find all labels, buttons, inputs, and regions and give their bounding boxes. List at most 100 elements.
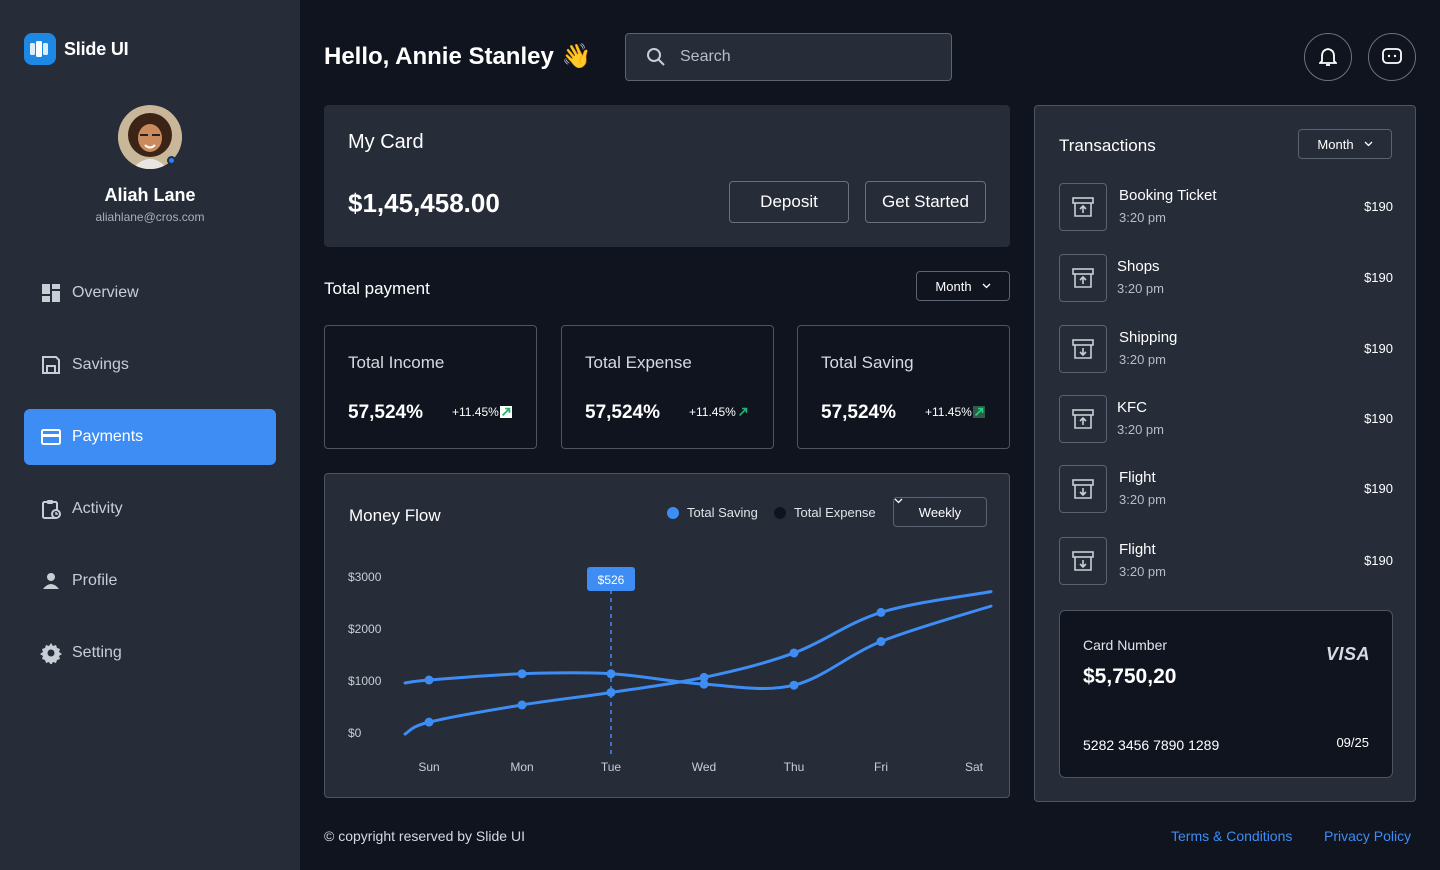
money-flow-panel: Money Flow Total Saving Total Expense We…	[324, 473, 1010, 798]
transaction-time: 3:20 pm	[1119, 352, 1166, 367]
archive-upload-icon	[1059, 395, 1107, 443]
total-payment-period-select[interactable]: Month	[916, 271, 1010, 301]
bank-card[interactable]: Card Number $5,750,20 VISA 5282 3456 789…	[1059, 610, 1393, 778]
stat-change: +11.45%	[452, 405, 512, 419]
sidebar-item-setting[interactable]: Setting	[24, 625, 276, 681]
transaction-name: Booking Ticket	[1119, 187, 1217, 204]
sidebar-nav: Overview Savings Payments Activity Profi…	[24, 265, 276, 697]
x-tick-label: Sun	[418, 760, 439, 774]
transaction-name: KFC	[1117, 399, 1147, 416]
transaction-amount: $190	[1364, 199, 1393, 214]
transaction-item[interactable]: KFC 3:20 pm $190	[1059, 395, 1393, 443]
brand-logo-icon	[24, 33, 56, 65]
x-tick-label: Fri	[874, 760, 888, 774]
avatar[interactable]	[118, 105, 182, 169]
stat-change: +11.45%	[689, 405, 749, 419]
money-flow-period-select[interactable]: Weekly	[893, 497, 987, 527]
sidebar-item-label: Profile	[72, 572, 118, 589]
period-value: Month	[1317, 136, 1354, 152]
data-point-total-expense	[876, 637, 886, 647]
stat-card-expense[interactable]: Total Expense 57,524% +11.45%	[561, 325, 774, 449]
transaction-item[interactable]: Flight 3:20 pm $190	[1059, 465, 1393, 513]
transactions-title: Transactions	[1059, 136, 1156, 155]
sidebar-item-profile[interactable]: Profile	[24, 553, 276, 609]
notifications-button[interactable]	[1304, 33, 1352, 81]
online-status-dot	[167, 156, 176, 165]
stat-change-text: +11.45%	[925, 405, 972, 419]
overview-icon	[42, 284, 60, 302]
transaction-item[interactable]: Shipping 3:20 pm $190	[1059, 325, 1393, 373]
period-value: Weekly	[918, 504, 962, 520]
transaction-item[interactable]: Booking Ticket 3:20 pm $190	[1059, 183, 1393, 231]
card-number-label: Card Number	[1083, 637, 1168, 653]
greeting-text: Hello, Annie Stanley	[324, 42, 554, 70]
sidebar-item-overview[interactable]: Overview	[24, 265, 276, 321]
transaction-time: 3:20 pm	[1119, 210, 1166, 225]
stat-label: Total Expense	[585, 353, 692, 372]
tooltip-box	[587, 567, 635, 591]
tooltip-label: $526	[598, 573, 625, 587]
stat-value: 57,524%	[821, 402, 897, 423]
money-flow-title: Money Flow	[349, 506, 441, 525]
x-tick-label: Sat	[965, 760, 984, 774]
chevron-down-icon	[1364, 141, 1373, 147]
card-balance: $5,750,20	[1083, 665, 1177, 688]
money-flow-chart[interactable]: $3000 $2000 $1000 $0 Sun Mon Tue Wed Thu Fri Sat $5…	[325, 474, 1011, 799]
transactions-panel: Transactions Month Booking Ticket 3:20 p…	[1034, 105, 1416, 802]
privacy-link[interactable]: Privacy Policy	[1324, 828, 1412, 844]
user-name: Aliah Lane	[104, 185, 196, 205]
transactions-period-select[interactable]: Month	[1298, 129, 1392, 159]
data-point-total-saving	[876, 607, 886, 617]
chevron-down-icon	[982, 283, 991, 289]
legend-label: Total Expense	[794, 505, 876, 520]
transaction-item[interactable]: Flight 3:20 pm $190	[1059, 537, 1393, 585]
deposit-button[interactable]: Deposit	[729, 181, 849, 223]
messages-button[interactable]	[1368, 33, 1416, 81]
sidebar-item-savings[interactable]: Savings	[24, 337, 276, 393]
sidebar-item-label: Savings	[72, 356, 129, 373]
archive-upload-icon	[1059, 254, 1107, 302]
stat-card-income[interactable]: Total Income 57,524% +11.45%	[324, 325, 537, 449]
footer-copyright: © copyright reserved by Slide UI	[324, 828, 525, 844]
y-tick-label: $2000	[348, 622, 382, 636]
search-bar[interactable]	[625, 33, 952, 81]
bell-icon	[1319, 48, 1337, 66]
data-point-total-expense	[789, 680, 799, 690]
my-card-panel: My Card $1,45,458.00 Deposit Get Started	[324, 105, 1010, 247]
data-point-total-expense	[424, 675, 434, 685]
data-point-total-saving	[606, 687, 616, 697]
get-started-button[interactable]: Get Started	[865, 181, 986, 223]
data-point-total-expense	[517, 669, 527, 679]
x-tick-label: Thu	[784, 760, 805, 774]
brand[interactable]: Slide UI	[24, 33, 129, 65]
transaction-name: Flight	[1119, 469, 1156, 486]
sidebar-item-payments[interactable]: Payments	[24, 409, 276, 465]
stat-card-saving[interactable]: Total Saving 57,524% +11.45%	[797, 325, 1010, 449]
card-number: 5282 3456 7890 1289	[1083, 737, 1220, 753]
legend-label: Total Saving	[687, 505, 758, 520]
page-title: Hello, Annie Stanley 👋	[324, 42, 592, 71]
transaction-time: 3:20 pm	[1119, 492, 1166, 507]
period-value: Month	[935, 278, 972, 294]
stat-value: 57,524%	[585, 402, 661, 423]
transaction-name: Shipping	[1119, 329, 1178, 346]
y-tick-label: $3000	[348, 570, 382, 584]
y-tick-label: $1000	[348, 674, 382, 688]
sidebar-item-activity[interactable]: Activity	[24, 481, 276, 537]
stat-change-text: +11.45%	[689, 405, 736, 419]
card-expiry: 09/25	[1336, 735, 1369, 750]
sidebar-item-label: Activity	[72, 500, 123, 517]
archive-upload-icon	[1059, 183, 1107, 231]
terms-link[interactable]: Terms & Conditions	[1171, 828, 1293, 844]
stat-label: Total Income	[348, 353, 445, 372]
stat-change-text: +11.45%	[452, 405, 499, 419]
search-input[interactable]	[680, 48, 920, 66]
transaction-item[interactable]: Shops 3:20 pm $190	[1059, 254, 1393, 302]
payments-icon	[41, 429, 61, 445]
transaction-amount: $190	[1364, 341, 1393, 356]
transaction-time: 3:20 pm	[1119, 564, 1166, 579]
stat-change: +11.45%	[925, 405, 985, 419]
series-line-total-expense	[403, 604, 993, 690]
x-tick-label: Mon	[510, 760, 533, 774]
trend-up-icon	[738, 407, 748, 417]
